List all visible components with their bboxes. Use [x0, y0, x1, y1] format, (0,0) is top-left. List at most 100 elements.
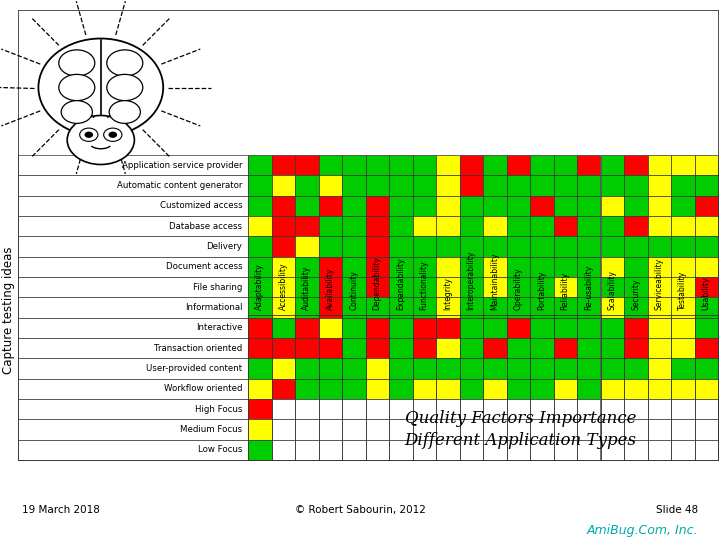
Text: High Focus: High Focus: [195, 404, 243, 414]
Bar: [554, 216, 577, 237]
Bar: [459, 195, 483, 216]
Bar: [695, 237, 718, 256]
Bar: [530, 359, 554, 379]
Bar: [695, 379, 718, 399]
Bar: [459, 338, 483, 359]
Circle shape: [59, 50, 95, 76]
Bar: [647, 256, 671, 277]
Bar: [483, 440, 506, 460]
Bar: [413, 195, 436, 216]
Bar: [506, 338, 530, 359]
Bar: [366, 440, 389, 460]
Text: Security: Security: [631, 279, 640, 310]
Bar: [366, 420, 389, 440]
Bar: [530, 338, 554, 359]
Bar: [483, 399, 506, 420]
Bar: [295, 176, 318, 195]
Bar: [483, 420, 506, 440]
Bar: [18, 338, 248, 359]
Bar: [248, 216, 271, 237]
Bar: [647, 176, 671, 195]
Bar: [671, 420, 695, 440]
Bar: [647, 379, 671, 399]
Bar: [436, 318, 459, 338]
Bar: [342, 237, 366, 256]
Bar: [318, 379, 342, 399]
Bar: [647, 359, 671, 379]
Bar: [624, 256, 647, 277]
Text: Scalability: Scalability: [608, 271, 617, 310]
Bar: [413, 256, 436, 277]
Bar: [413, 155, 436, 176]
Bar: [554, 237, 577, 256]
Bar: [647, 155, 671, 176]
Bar: [248, 155, 271, 176]
Bar: [577, 420, 600, 440]
Bar: [695, 216, 718, 237]
Bar: [389, 237, 413, 256]
Bar: [459, 420, 483, 440]
Bar: [530, 216, 554, 237]
Bar: [695, 420, 718, 440]
Bar: [18, 298, 248, 318]
Bar: [389, 379, 413, 399]
Bar: [554, 256, 577, 277]
Text: Operability: Operability: [514, 268, 523, 310]
Bar: [530, 318, 554, 338]
Bar: [695, 176, 718, 195]
Bar: [671, 155, 695, 176]
Bar: [647, 237, 671, 256]
Text: File sharing: File sharing: [193, 282, 243, 292]
Bar: [506, 216, 530, 237]
Bar: [18, 379, 248, 399]
Bar: [483, 298, 506, 318]
Bar: [695, 440, 718, 460]
Bar: [530, 256, 554, 277]
Bar: [271, 338, 295, 359]
Bar: [695, 318, 718, 338]
Bar: [436, 195, 459, 216]
Bar: [600, 359, 624, 379]
Bar: [600, 176, 624, 195]
Bar: [366, 379, 389, 399]
Bar: [318, 298, 342, 318]
Bar: [647, 440, 671, 460]
Bar: [342, 195, 366, 216]
Bar: [295, 420, 318, 440]
Bar: [413, 399, 436, 420]
Bar: [624, 379, 647, 399]
Bar: [318, 195, 342, 216]
Bar: [318, 237, 342, 256]
Bar: [248, 379, 271, 399]
Bar: [624, 216, 647, 237]
Bar: [271, 195, 295, 216]
Bar: [624, 318, 647, 338]
Bar: [318, 399, 342, 420]
Bar: [554, 176, 577, 195]
Bar: [600, 420, 624, 440]
Text: Automatic content generator: Automatic content generator: [117, 181, 243, 190]
Bar: [413, 176, 436, 195]
Bar: [600, 256, 624, 277]
Bar: [647, 399, 671, 420]
Bar: [554, 338, 577, 359]
Text: Serviceability: Serviceability: [654, 258, 664, 310]
Bar: [295, 256, 318, 277]
Bar: [295, 399, 318, 420]
Bar: [436, 176, 459, 195]
Bar: [436, 256, 459, 277]
Text: Database access: Database access: [169, 221, 243, 231]
Text: 19 March 2018: 19 March 2018: [22, 505, 99, 515]
Bar: [18, 399, 248, 420]
Bar: [506, 399, 530, 420]
Text: Customized access: Customized access: [160, 201, 243, 211]
Bar: [366, 237, 389, 256]
Bar: [413, 298, 436, 318]
Bar: [506, 256, 530, 277]
Text: Informational: Informational: [185, 303, 243, 312]
Bar: [600, 440, 624, 460]
Text: Document access: Document access: [166, 262, 243, 271]
Bar: [530, 440, 554, 460]
Bar: [271, 256, 295, 277]
Bar: [366, 298, 389, 318]
